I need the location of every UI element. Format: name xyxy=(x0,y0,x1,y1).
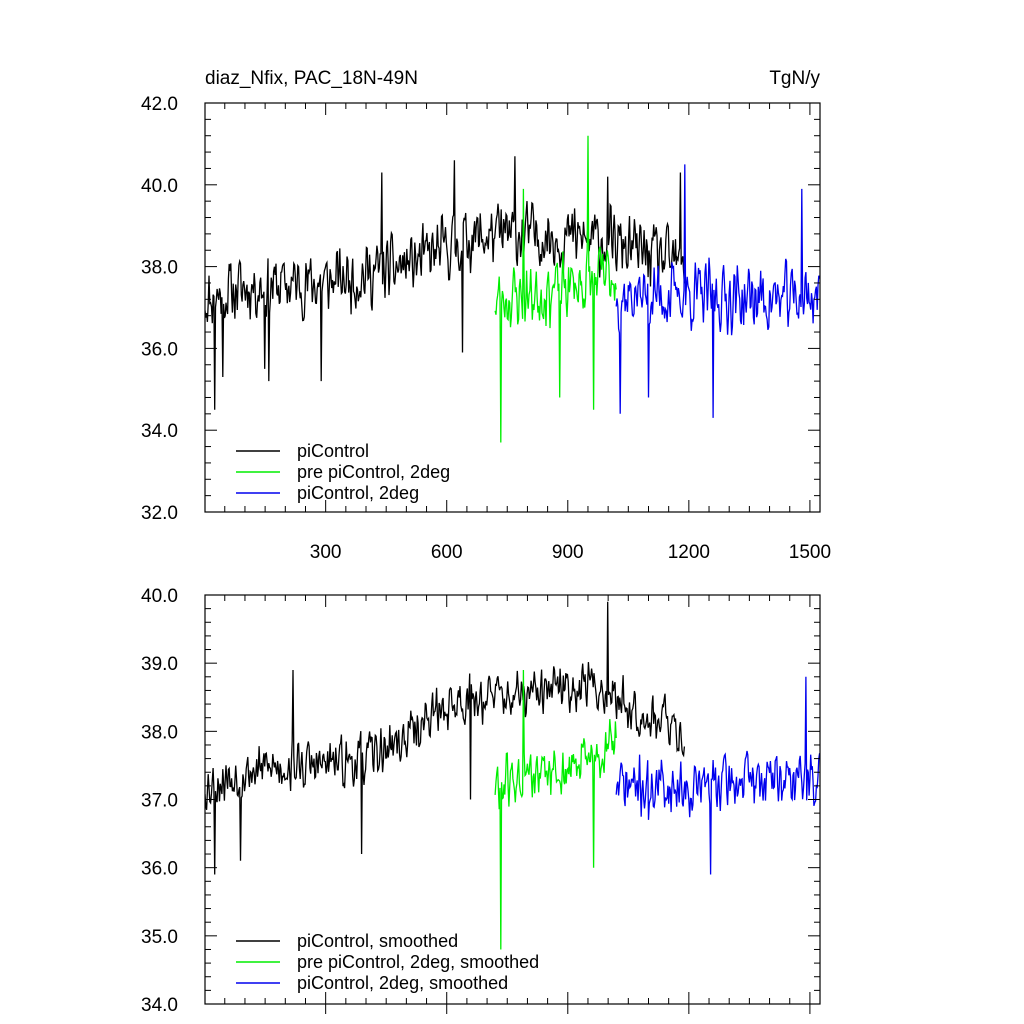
units-label: TgN/y xyxy=(769,68,820,89)
x-tick-label-top: 1200 xyxy=(668,542,710,563)
y-tick-label-bottom: 39.0 xyxy=(141,654,178,675)
y-tick-label-bottom: 36.0 xyxy=(141,859,178,880)
legend-label-bottom-2: piControl, 2deg, smoothed xyxy=(297,973,508,993)
x-tick-label-top: 600 xyxy=(431,542,463,563)
y-tick-label-top: 38.0 xyxy=(141,258,178,279)
chart-title: diaz_Nfix, PAC_18N-49N xyxy=(205,68,418,89)
legend-label-bottom-1: pre piControl, 2deg, smoothed xyxy=(297,952,539,972)
y-tick-label-bottom: 34.0 xyxy=(141,995,178,1016)
y-tick-label-top: 40.0 xyxy=(141,176,178,197)
top-panel: 32.0 34.0 36.0 38.0 40.0 42.0 300 600 900 1200 150… xyxy=(141,94,831,563)
series-line-top-2 xyxy=(615,164,820,418)
series-line-top-1 xyxy=(494,135,617,443)
series-line-top-0 xyxy=(205,156,686,410)
y-tick-label-bottom: 40.0 xyxy=(141,586,178,607)
series-line-bottom-0 xyxy=(205,601,686,875)
y-tick-label-top: 36.0 xyxy=(141,339,178,360)
y-tick-label-top: 32.0 xyxy=(141,503,178,524)
legend-label-top-1: pre piControl, 2deg xyxy=(297,462,450,482)
y-tick-label-top: 42.0 xyxy=(141,94,178,115)
x-tick-label-top: 900 xyxy=(552,542,584,563)
x-tick-label-top: 1500 xyxy=(789,542,831,563)
x-tick-label-top: 300 xyxy=(310,542,342,563)
y-tick-label-bottom: 35.0 xyxy=(141,927,178,948)
y-tick-label-bottom: 37.0 xyxy=(141,791,178,812)
legend-label-top-0: piControl xyxy=(297,441,369,461)
series-line-bottom-1 xyxy=(494,669,617,950)
y-tick-label-top: 34.0 xyxy=(141,421,178,442)
legend-label-top-2: piControl, 2deg xyxy=(297,483,419,503)
plot-frame-top xyxy=(204,102,821,513)
legend-label-bottom-0: piControl, smoothed xyxy=(297,931,458,951)
y-tick-label-bottom: 38.0 xyxy=(141,722,178,743)
series-line-bottom-2 xyxy=(615,676,820,875)
bottom-panel: 34.0 35.0 36.0 37.0 38.0 39.0 40.0 piControl, s… xyxy=(141,586,821,1016)
